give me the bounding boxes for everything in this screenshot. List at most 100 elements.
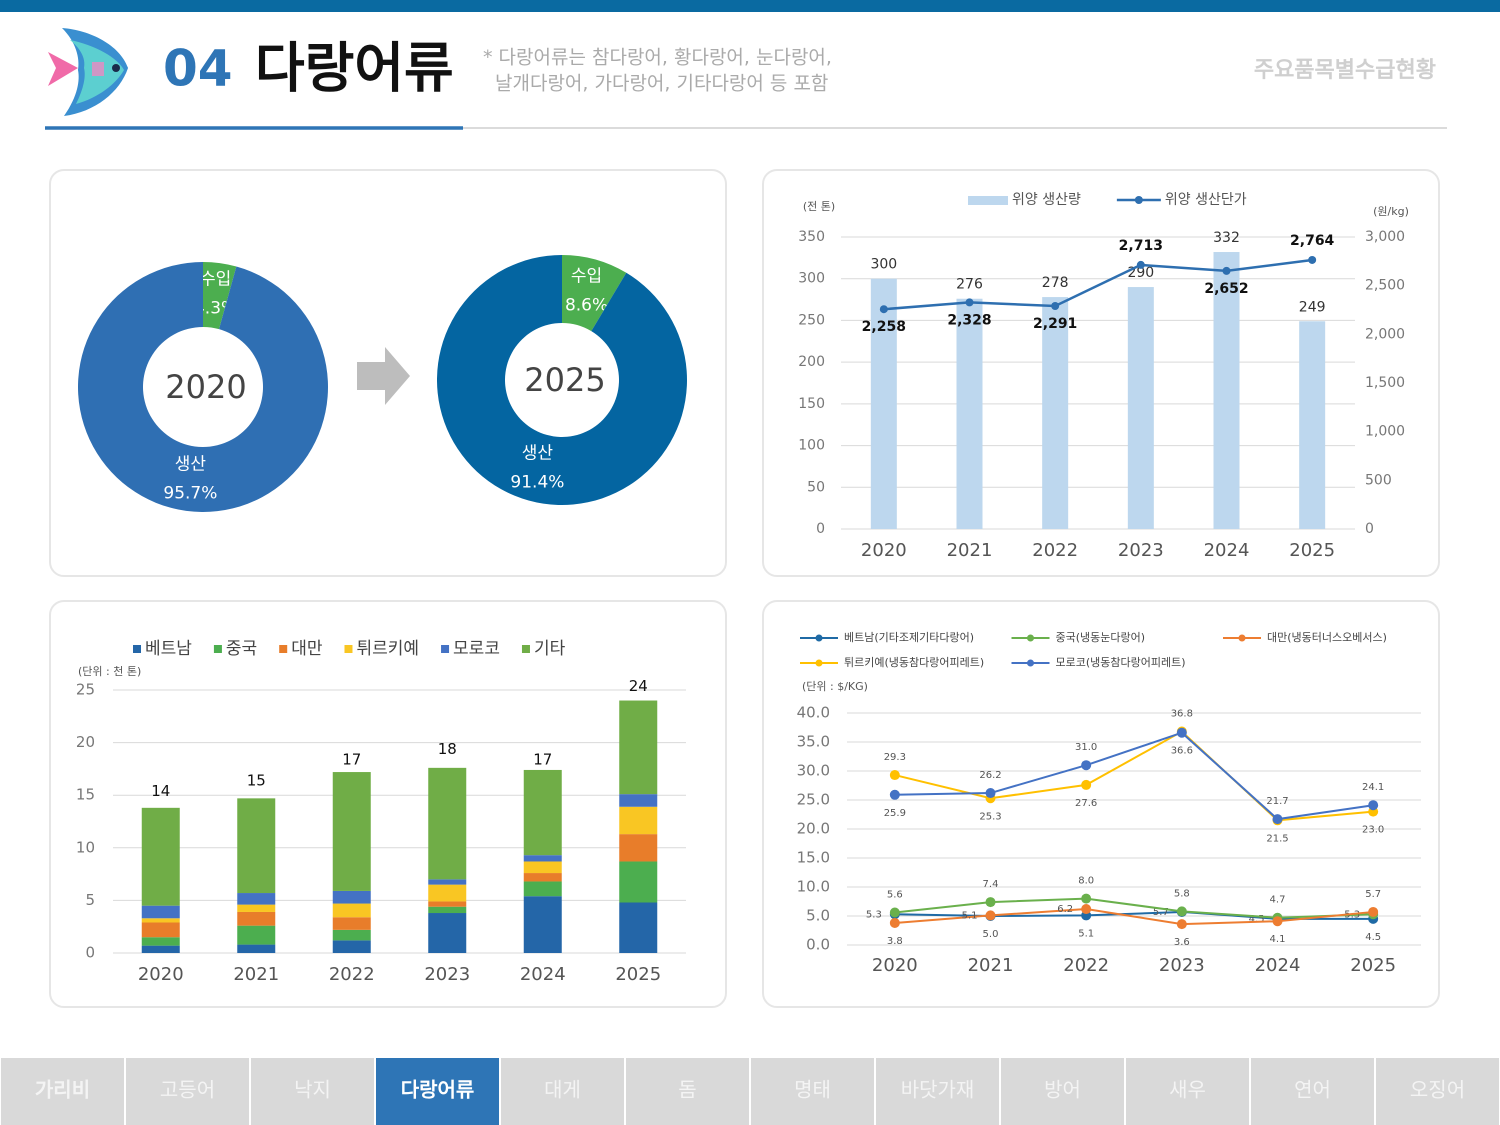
y-tick-label: 10	[76, 838, 95, 856]
y-tick-label: 20.0	[797, 820, 830, 838]
section-title: 주요품목별수급현황	[1254, 58, 1436, 83]
donut-slice	[77, 262, 328, 513]
x-tick-label: 2022	[1032, 540, 1078, 561]
bar-segment	[428, 767, 467, 880]
bar-value-label: 300	[870, 257, 897, 273]
nav-tab-label[interactable]: 바닷가재	[901, 1078, 975, 1102]
y-tick-label: 50	[807, 479, 825, 495]
point-value-label: 5.8	[1174, 888, 1190, 899]
bar-segment	[523, 861, 562, 874]
nav-tab[interactable]	[626, 1058, 749, 1125]
line-point	[889, 789, 900, 800]
point-value-label: 5.3	[866, 909, 882, 920]
y-tick-label: 15.0	[797, 849, 830, 867]
line-point	[889, 907, 900, 918]
y-tick-label: 5.0	[806, 907, 830, 925]
legend-label: 베트남(기타조제기타다랑어)	[844, 631, 974, 644]
y-tick-label: 150	[798, 396, 825, 412]
section-number: 04	[163, 40, 233, 98]
point-value-label: 3.8	[887, 936, 903, 947]
panel	[762, 600, 1440, 1008]
slice-category: 생산	[175, 455, 207, 475]
bar-segment	[332, 917, 371, 930]
nav-tab[interactable]	[1376, 1058, 1499, 1125]
total-label: 24	[629, 677, 648, 695]
nav-tab[interactable]	[1251, 1058, 1374, 1125]
bar	[1299, 321, 1326, 529]
x-tick-label: 2025	[615, 964, 661, 985]
line-point	[1176, 919, 1187, 930]
legend-swatch	[815, 659, 823, 667]
point-value-label: 29.3	[884, 752, 906, 763]
x-tick-label: 2020	[138, 964, 184, 985]
panel	[762, 169, 1440, 577]
line-point	[1368, 906, 1379, 917]
line-value-label: 2,258	[862, 319, 906, 335]
nav-tab[interactable]	[751, 1058, 874, 1125]
point-value-label: 5.7	[1153, 907, 1169, 918]
line-point	[1176, 906, 1187, 917]
nav-tab-label[interactable]: 대게	[544, 1078, 581, 1102]
legend-label: 모로코(냉동참다랑어피레트)	[1056, 656, 1186, 669]
point-value-label: 4.7	[1270, 895, 1286, 906]
line-point	[985, 897, 996, 908]
line	[894, 908, 1374, 926]
line-point	[1308, 255, 1317, 264]
point-value-label: 5.6	[887, 890, 903, 901]
legend-swatch	[521, 645, 530, 653]
bar-value-label: 278	[1042, 275, 1069, 291]
bar-value-label: 332	[1213, 230, 1240, 246]
nav-tab-label[interactable]: 오징어	[1410, 1078, 1465, 1102]
legend-label: 대만(냉동터너스오베서스)	[1267, 631, 1387, 644]
line	[894, 730, 1374, 822]
nav-tab-label[interactable]: 명태	[794, 1078, 831, 1102]
point-value-label: 5.1	[1078, 928, 1094, 939]
legend-swatch	[441, 645, 450, 653]
y-tick-label: 100	[798, 438, 825, 454]
nav-tab-label[interactable]: 다랑어류	[401, 1078, 475, 1102]
nav-tab-label[interactable]: 새우	[1169, 1078, 1206, 1102]
point-value-label: 4.5	[1365, 932, 1381, 943]
nav-tab[interactable]	[501, 1058, 624, 1125]
point-value-label: 36.6	[1171, 746, 1193, 757]
nav-tab-label[interactable]: 고등어	[160, 1078, 215, 1102]
nav-tab-label[interactable]: 가리비	[35, 1078, 90, 1102]
nav-tab[interactable]	[1126, 1058, 1249, 1125]
nav-tab-label[interactable]: 연어	[1294, 1078, 1331, 1102]
point-value-label: 4.5	[1249, 914, 1265, 925]
nav-tab-label[interactable]: 돔	[678, 1078, 696, 1102]
legend-swatch	[815, 634, 823, 642]
nav-tab-label[interactable]: 낙지	[294, 1078, 331, 1102]
bar-segment	[619, 861, 658, 903]
nav-tab[interactable]	[126, 1058, 249, 1125]
legend-label: 위양 생산량	[1012, 192, 1081, 208]
point-value-label: 5.7	[1365, 889, 1381, 900]
point-value-label: 36.8	[1171, 709, 1193, 720]
nav-tab[interactable]	[376, 1058, 499, 1125]
y-tick-label: 350	[798, 229, 825, 245]
slice-value: 8.6%	[565, 295, 608, 315]
total-label: 18	[438, 740, 457, 758]
nav-tab[interactable]	[251, 1058, 374, 1125]
nav-tab[interactable]	[1001, 1058, 1124, 1125]
line-point	[1272, 814, 1283, 825]
bar	[1127, 287, 1154, 529]
donut-center-label: 2020	[165, 368, 246, 406]
line-point	[879, 305, 888, 314]
legend-swatch	[1027, 634, 1034, 642]
nav-tab-label[interactable]: 방어	[1044, 1078, 1081, 1102]
nav-tab[interactable]	[1, 1058, 124, 1125]
legend-label: 중국(냉동눈다랑어)	[1056, 631, 1146, 644]
y-tick-label: 10.0	[797, 878, 830, 896]
bar-segment	[619, 700, 658, 795]
y-tick-label: 20	[76, 733, 95, 751]
fish-icon	[48, 28, 128, 116]
bar-segment	[428, 906, 467, 914]
slice-value: 95.7%	[163, 484, 217, 504]
slice-category: 수입	[200, 269, 231, 289]
x-tick-label: 2024	[1204, 540, 1250, 561]
legend-label: 튀르키예	[356, 639, 419, 659]
x-tick-label: 2024	[1255, 955, 1301, 976]
nav-tab[interactable]	[876, 1058, 999, 1125]
line-value-label: 2,328	[947, 312, 991, 328]
